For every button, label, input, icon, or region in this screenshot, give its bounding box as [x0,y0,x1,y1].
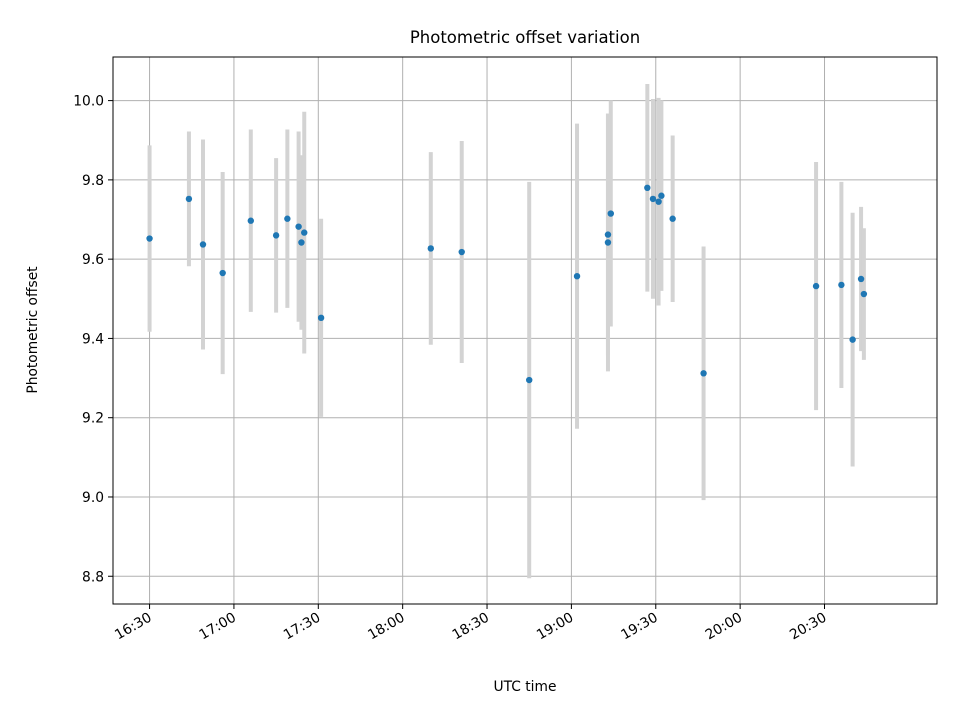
data-point [812,282,820,290]
data-point [838,281,845,289]
data-point [700,370,707,377]
y-tick-label: 8.8 [82,569,104,585]
data-point [272,232,280,239]
data-point [849,336,856,343]
plot-frame [112,56,938,605]
y-tick-label: 10.0 [73,94,104,110]
y-tick-label: 9.4 [82,331,104,347]
data-point [604,239,612,246]
data-point [199,241,207,248]
chart-title: Photometric offset variation [410,28,640,47]
data-point [301,229,308,236]
data-point [185,195,193,203]
data-point [604,231,612,238]
data-points [146,184,868,384]
data-point [644,184,651,192]
data-point [857,275,865,283]
y-axis-label: Photometric offset [25,266,41,394]
data-point [295,223,302,230]
y-tick-label: 9.0 [82,490,104,506]
data-point [427,245,434,252]
data-point [317,314,325,322]
data-point [458,248,465,256]
data-point [146,235,153,242]
plot-area [113,57,937,604]
data-point [655,198,662,205]
data-point [860,290,868,298]
data-point [669,215,676,222]
y-tick-label: 9.6 [82,252,104,268]
y-gridlines [113,100,937,577]
y-axis-ticks: 8.8 9.0 9.2 9.4 9.6 9.8 10.0 [73,94,113,585]
data-point [247,217,255,224]
data-point [219,269,226,277]
data-point [658,192,665,199]
data-point [649,195,657,203]
y-tick-label: 9.2 [82,411,104,427]
data-point [607,210,614,217]
data-point [526,376,533,384]
data-point [573,272,581,280]
data-point [298,239,305,246]
y-tick-label: 9.8 [82,173,104,189]
data-point [284,215,291,222]
x-axis-label: UTC time [494,679,557,695]
